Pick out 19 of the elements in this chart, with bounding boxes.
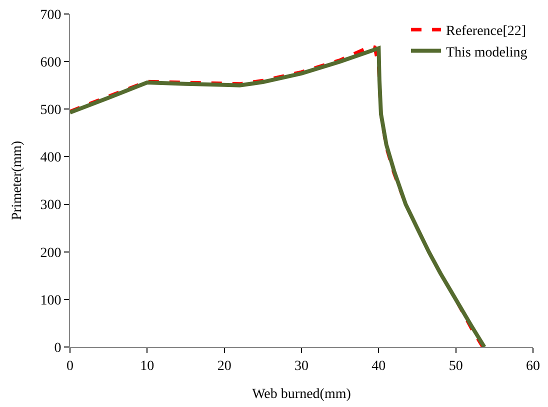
y-tick-label: 100 bbox=[40, 293, 62, 308]
x-tick-label: 50 bbox=[448, 358, 463, 374]
x-tick-label: 60 bbox=[526, 358, 540, 374]
y-tick-label: 200 bbox=[40, 246, 62, 261]
x-axis-title: Web burned(mm) bbox=[252, 387, 352, 402]
legend-label: Reference[22] bbox=[446, 24, 526, 40]
x-tick-label: 40 bbox=[372, 358, 386, 374]
y-tick-label: 500 bbox=[40, 103, 62, 118]
y-tick-label: 0 bbox=[54, 340, 62, 356]
legend-label: This modeling bbox=[446, 45, 528, 60]
y-tick-label: 700 bbox=[40, 8, 62, 23]
x-tick-label: 30 bbox=[294, 358, 308, 374]
y-tick-label: 300 bbox=[40, 198, 62, 214]
y-tick-label: 600 bbox=[40, 55, 62, 70]
x-tick-label: 0 bbox=[66, 358, 74, 374]
x-tick-label: 10 bbox=[140, 358, 154, 374]
x-tick-label: 20 bbox=[217, 358, 232, 374]
y-axis-title: Primeter(mm) bbox=[10, 140, 25, 220]
y-tick-label: 400 bbox=[40, 150, 62, 166]
